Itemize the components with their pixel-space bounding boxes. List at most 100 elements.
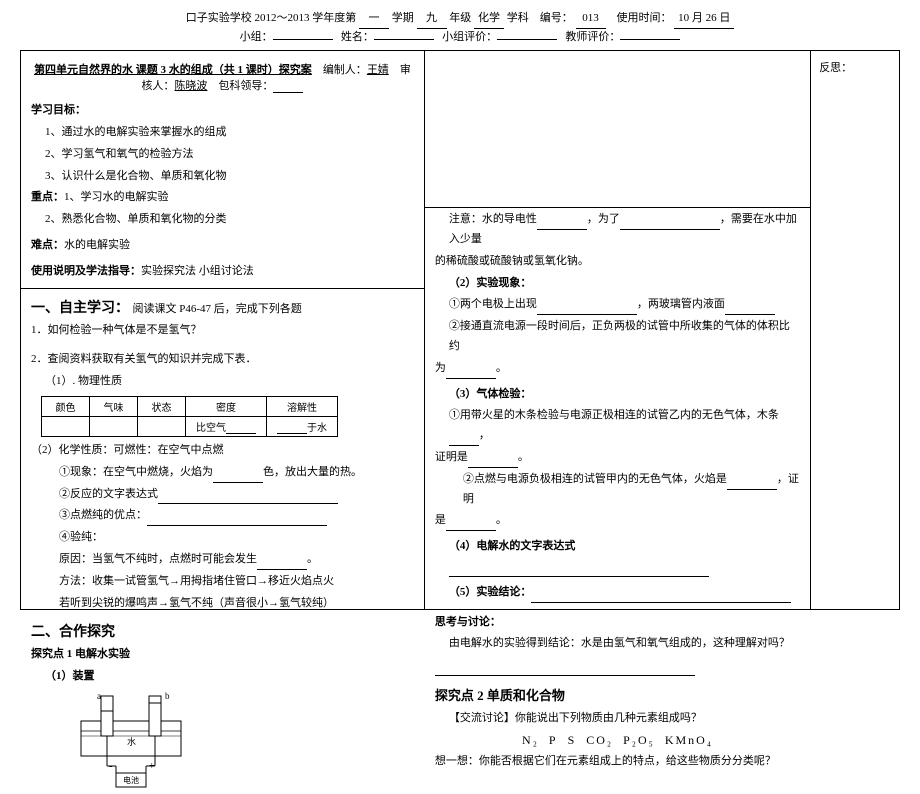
compiler-label: 编制人：	[323, 64, 367, 76]
f-co2: CO₂	[586, 733, 613, 747]
h1-text: 一、自主学习：	[31, 301, 129, 316]
q2b-l3: ③点燃纯的优点：	[59, 509, 147, 521]
s2-for: 为。	[435, 359, 800, 379]
q2b-line7: 若听到尖锐的爆鸣声→氢气不纯（声音很小→氢气较纯）	[59, 594, 414, 614]
think-heading: 思考与讨论：	[435, 613, 800, 633]
q2b-l1a: ①现象：在空气中燃烧，火焰为	[59, 466, 213, 478]
s3-l1a: ①用带火星的木条检验与电源正极相连的试管乙内的无色气体，木条	[449, 409, 779, 421]
code-value: 013	[576, 10, 606, 29]
td-sol-text: 于水	[307, 423, 327, 434]
q2b-l1b: 色，放出大量的热。	[263, 466, 362, 478]
time-value: 10 月 26 日	[674, 10, 734, 29]
s2-heading: （2）实验现象：	[449, 274, 800, 294]
formula-list: N₂ P S CO₂ P₂O₅ KMnO₄	[435, 733, 800, 748]
f-n2: N₂	[522, 733, 539, 747]
note-seg2: ，为了	[587, 213, 620, 225]
td-1	[42, 416, 90, 436]
sol-blank	[277, 422, 307, 434]
method-heading: 使用说明及学法指导：	[31, 265, 141, 277]
page-header: 口子实验学校 2012～2013 学年度第 一 学期 九 年级 化学 学科 编号…	[20, 10, 900, 46]
q2b-l2: ②反应的文字表达式	[59, 488, 158, 500]
s5-text: （5）实验结论：	[449, 586, 532, 598]
think-text: 由电解水的实验得到结论：水是由氢气和氧气组成的，这种理解对吗？	[449, 634, 800, 654]
label-water: 水	[127, 736, 136, 747]
s2-line1: ①两个电极上出现 ，两玻璃管内液面	[449, 295, 800, 315]
s2-l1b: ，两玻璃管内液面	[637, 298, 725, 310]
th-density: 密度	[186, 396, 267, 416]
group-eval-blank	[497, 39, 557, 40]
code-label: 编号：	[540, 12, 573, 24]
note-line2: 的稀硫酸或硫酸钠或氢氧化钠。	[435, 252, 800, 272]
label-b: b	[165, 691, 170, 701]
group-label: 小组：	[240, 31, 273, 43]
s3-blank2	[468, 456, 518, 468]
s3-blank3	[727, 478, 777, 490]
th-solubility: 溶解性	[267, 396, 338, 416]
s2-blank1	[537, 303, 637, 315]
leader-blank	[273, 81, 303, 93]
subject-value: 化学	[474, 10, 504, 29]
f-s: S	[568, 733, 577, 747]
key-2: 2、熟悉化合物、单质和氧化物的分类	[45, 210, 414, 230]
compiler-name: 王婧	[367, 64, 389, 76]
properties-table: 颜色 气味 状态 密度 溶解性 比空气 于水	[41, 396, 338, 437]
method-text: 实验探究法 小组讨论法	[141, 265, 254, 277]
term-suffix: 学期	[392, 12, 414, 24]
td-density-text: 比空气	[196, 423, 226, 434]
s4-text: （4）电解水的文字表达式	[449, 540, 576, 552]
label-a: a	[97, 691, 101, 701]
goal-3: 3、认识什么是化合物、单质和氧化物	[45, 167, 414, 187]
q2b-line2: ②反应的文字表达式	[59, 485, 414, 505]
flame-blank	[213, 471, 263, 483]
leader-label: 包科领导：	[218, 80, 273, 92]
f-p: P	[549, 733, 558, 747]
grade-value: 九	[417, 10, 447, 29]
s3-line1b: 证明是。	[435, 448, 800, 468]
reviewer-name: 陈晓波	[174, 80, 207, 92]
grade-suffix: 年级	[449, 12, 471, 24]
subject-suffix: 学科	[507, 12, 529, 24]
s2-l1a: ①两个电极上出现	[449, 298, 537, 310]
middle-column: 注意：水的导电性，为了，需要在水中加入少量 的稀硫酸或硫酸钠或氢氧化钠。 （2）…	[425, 51, 811, 609]
s4-blank	[449, 565, 709, 577]
expr-blank	[158, 492, 338, 504]
td-2	[90, 416, 138, 436]
difficulty-text: 水的电解实验	[64, 239, 130, 251]
td-4: 比空气	[186, 416, 267, 436]
q2b-l5: 原因：当氢气不纯时，点燃时可能会发生	[59, 553, 257, 565]
s3-l1b: 证明是	[435, 451, 468, 463]
goal-1: 1、通过水的电解实验来掌握水的组成	[45, 123, 414, 143]
time-label: 使用时间：	[617, 12, 672, 24]
q2b-l4: ④验纯：	[59, 531, 103, 543]
f-kmno4: KMnO₄	[665, 733, 713, 747]
s3-line1: ①用带火星的木条检验与电源正极相连的试管乙内的无色气体，木条，	[449, 406, 800, 446]
key-heading: 重点：	[31, 191, 64, 203]
think-blank	[435, 664, 695, 676]
s3-is: 是。	[435, 511, 800, 531]
goals-heading: 学习目标：	[31, 104, 86, 116]
h1-sub: 阅读课文 P46-47 后，完成下列各题	[133, 303, 302, 315]
p2-think: 想一想：你能否根据它们在元素组成上的特点，给这些物质分分类呢？	[435, 752, 800, 772]
q2b-line4: ④验纯：	[59, 528, 414, 548]
s2-for-text: 为	[435, 362, 446, 374]
key-1: 1、学习水的电解实验	[64, 191, 169, 203]
q2b-line5: 原因：当氢气不纯时，点燃时可能会发生。	[59, 550, 414, 570]
density-blank	[226, 422, 256, 434]
electrolysis-diagram: a b 水 电池 - +	[61, 691, 414, 794]
left-column: 第四单元自然界的水 课题 3 水的组成（共 1 课时）探究案 编制人：王婧 审核…	[21, 51, 425, 609]
s3-heading: （3）气体检验：	[449, 385, 800, 405]
th-color: 颜色	[42, 396, 90, 416]
p2-discuss: 【交流讨论】你能说出下列物质由几种元素组成吗？	[449, 709, 800, 729]
th-smell: 气味	[90, 396, 138, 416]
s3-blank4	[446, 519, 496, 531]
td-3	[138, 416, 186, 436]
th-state: 状态	[138, 396, 186, 416]
s3-l2a: ②点燃与电源负极相连的试管甲内的无色气体，火焰是	[463, 473, 727, 485]
q2: 2．查阅资料获取有关氢气的知识并完成下表．	[31, 350, 414, 370]
svg-text:-: -	[109, 761, 112, 772]
term-value: 一	[359, 10, 389, 29]
doc-title: 第四单元自然界的水 课题 3 水的组成（共 1 课时）探究案	[34, 64, 312, 76]
svg-text:+: +	[149, 761, 155, 772]
group-blank	[273, 39, 333, 40]
label-battery: 电池	[123, 775, 139, 785]
